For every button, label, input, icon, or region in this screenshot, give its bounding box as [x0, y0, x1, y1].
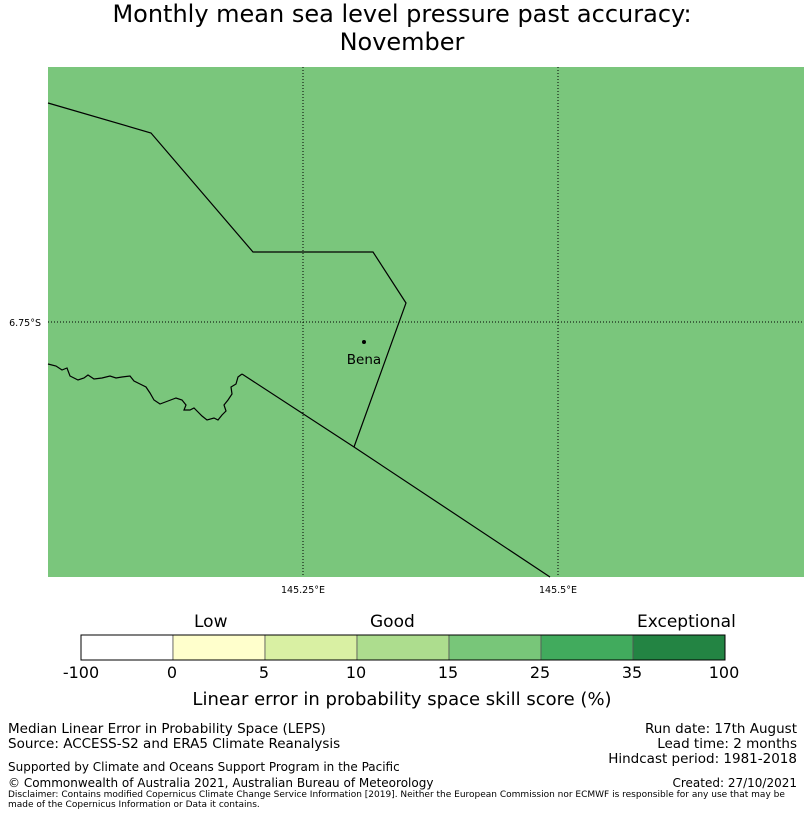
footer-metric: Median Linear Error in Probability Space…: [8, 721, 326, 737]
footer-disclaimer: Disclaimer: Contains modified Copernicus…: [8, 790, 785, 810]
title-line-2: November: [339, 28, 465, 56]
colorbar-swatch: [264, 634, 358, 661]
colorbar-swatch: [448, 634, 542, 661]
colorbar-swatch: [80, 634, 174, 661]
province-boundary-north: [47, 102, 407, 448]
lon-label-145-25e: 145.25°E: [281, 585, 325, 596]
colorbar-swatch: [632, 634, 726, 661]
page-title: Monthly mean sea level pressure past acc…: [0, 0, 804, 56]
colorbar-swatch: [172, 634, 266, 661]
colorbar-tick: 35: [621, 663, 643, 682]
colorbar-category-exceptional: Exceptional: [637, 612, 736, 632]
footer-support: Supported by Climate and Oceans Support …: [8, 760, 400, 774]
footer-hindcast: Hindcast period: 1981-2018: [608, 751, 797, 767]
footer-source: Source: ACCESS-S2 and ERA5 Climate Reana…: [8, 736, 341, 752]
colorbar-tick: 0: [166, 663, 178, 682]
colorbar: [80, 634, 726, 661]
footer-created: Created: 27/10/2021: [672, 776, 797, 790]
bena-location-marker[interactable]: [362, 340, 366, 344]
colorbar-tick: -100: [62, 663, 100, 682]
colorbar-tick: 5: [258, 663, 270, 682]
place-label-bena: Bena: [347, 352, 381, 368]
colorbar-tick: 10: [345, 663, 367, 682]
title-line-1: Monthly mean sea level pressure past acc…: [112, 0, 692, 28]
colorbar-category-good: Good: [370, 612, 415, 632]
colorbar-category-low: Low: [194, 612, 228, 632]
colorbar-swatch: [356, 634, 450, 661]
footer-copyright: © Commonwealth of Australia 2021, Austra…: [8, 776, 434, 790]
colorbar-tick: 100: [708, 663, 740, 682]
lat-label-6-75s: 6.75°S: [9, 318, 41, 329]
colorbar-swatch: [540, 634, 634, 661]
footer-run-date: Run date: 17th August: [644, 721, 797, 737]
lon-label-145-5e: 145.5°E: [539, 585, 577, 596]
colorbar-tick: 15: [437, 663, 459, 682]
colorbar-label: Linear error in probability space skill …: [192, 689, 612, 710]
colorbar-tick: 25: [529, 663, 551, 682]
province-boundary-south: [241, 373, 551, 578]
province-boundary-wiggly: [47, 363, 243, 421]
colorbar-outline: [80, 634, 726, 661]
footer-lead-time: Lead time: 2 months: [657, 736, 797, 752]
